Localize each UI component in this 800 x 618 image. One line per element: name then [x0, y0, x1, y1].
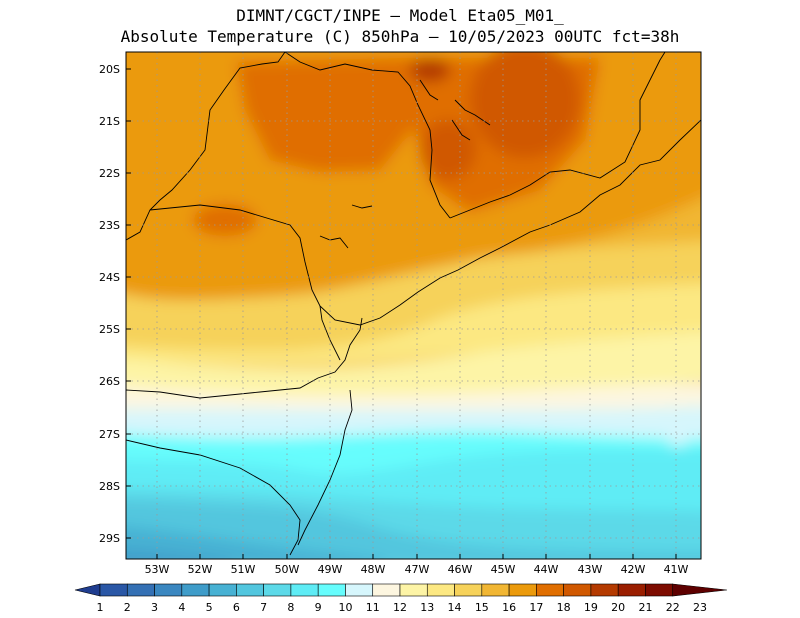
- lon-label: 49W: [318, 563, 343, 576]
- colorbar-label: 7: [260, 601, 267, 614]
- lon-label: 41W: [664, 563, 689, 576]
- lon-label: 50W: [275, 563, 300, 576]
- colorbar-segment: [563, 583, 592, 597]
- colorbar-segment: [126, 583, 155, 597]
- colorbar-label: 2: [124, 601, 131, 614]
- lat-label: 23S: [99, 219, 120, 232]
- colorbar-segment: [508, 583, 537, 597]
- lon-label: 53W: [145, 563, 170, 576]
- lat-label: 22S: [99, 167, 120, 180]
- lat-label: 26S: [99, 375, 120, 388]
- colorbar-label: 16: [502, 601, 516, 614]
- longitude-labels: 53W 52W 51W 50W 49W 48W 47W 46W 45W 44W …: [145, 563, 689, 576]
- lat-label: 20S: [99, 63, 120, 76]
- colorbar-segment: [481, 583, 510, 597]
- colorbar-segment: [263, 583, 292, 597]
- colorbar-segment: [208, 583, 237, 597]
- colorbar-label: 20: [611, 601, 625, 614]
- colorbar: 1 2 3 4 5 6 7 8 9 10 11 12 13 14 15 16 17 18 19 20 21 22 23: [74, 583, 728, 614]
- colorbar-segment: [74, 583, 101, 597]
- colorbar-segment: [617, 583, 646, 597]
- lon-label: 44W: [534, 563, 559, 576]
- colorbar-label: 1: [97, 601, 104, 614]
- colorbar-segment: [590, 583, 619, 597]
- colorbar-segment: [426, 583, 455, 597]
- colorbar-segment: [645, 583, 674, 597]
- lon-label: 43W: [578, 563, 603, 576]
- colorbar-segment: [181, 583, 210, 597]
- colorbar-segment: [399, 583, 428, 597]
- lat-label: 28S: [99, 480, 120, 493]
- lon-label: 52W: [188, 563, 213, 576]
- colorbar-label: 3: [151, 601, 158, 614]
- colorbar-label: 11: [366, 601, 380, 614]
- lat-label: 27S: [99, 428, 120, 441]
- lon-label: 42W: [621, 563, 646, 576]
- colorbar-label: 10: [338, 601, 352, 614]
- colorbar-label: 6: [233, 601, 240, 614]
- colorbar-label: 22: [666, 601, 680, 614]
- chart-title: DIMNT/CGCT/INPE – Model Eta05_M01_: [236, 6, 564, 25]
- colorbar-label: 12: [393, 601, 407, 614]
- colorbar-segment: [536, 583, 564, 597]
- colorbar-segment: [236, 583, 264, 597]
- colorbar-label: 17: [529, 601, 543, 614]
- colorbar-label: 18: [557, 601, 571, 614]
- colorbar-label: 9: [315, 601, 322, 614]
- lon-label: 51W: [231, 563, 256, 576]
- latitude-labels: 20S 21S 22S 23S 24S 25S 26S 27S 28S 29S: [99, 63, 120, 545]
- lat-label: 24S: [99, 271, 120, 284]
- lat-label: 29S: [99, 532, 120, 545]
- colorbar-label: 8: [287, 601, 294, 614]
- colorbar-segment: [372, 583, 401, 597]
- lon-label: 48W: [361, 563, 386, 576]
- colorbar-label: 14: [448, 601, 462, 614]
- boundaries: [126, 52, 701, 556]
- temperature-field: [126, 52, 701, 559]
- lon-label: 46W: [448, 563, 473, 576]
- colorbar-label: 5: [206, 601, 213, 614]
- colorbar-segment: [345, 583, 374, 597]
- chart-subtitle: Absolute Temperature (C) 850hPa – 10/05/…: [120, 27, 680, 46]
- colorbar-label: 19: [584, 601, 598, 614]
- colorbar-segment: [99, 583, 128, 597]
- lat-label: 25S: [99, 323, 120, 336]
- colorbar-label: 21: [638, 601, 652, 614]
- axis-ticks: [126, 68, 677, 559]
- lon-label: 47W: [405, 563, 430, 576]
- lat-label: 21S: [99, 115, 120, 128]
- colorbar-segment: [672, 583, 728, 597]
- map-frame: [125, 51, 702, 560]
- colorbar-label: 23: [693, 601, 707, 614]
- lon-label: 45W: [491, 563, 516, 576]
- graticule: [126, 52, 701, 559]
- colorbar-segment: [290, 583, 319, 597]
- colorbar-segment: [317, 583, 346, 597]
- colorbar-segment: [454, 583, 483, 597]
- colorbar-label: 13: [420, 601, 434, 614]
- colorbar-label: 15: [475, 601, 489, 614]
- colorbar-segment: [154, 583, 183, 597]
- colorbar-label: 4: [178, 601, 185, 614]
